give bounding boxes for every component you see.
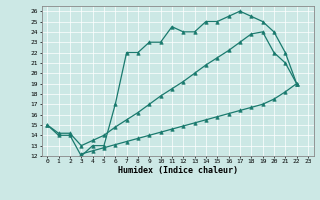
X-axis label: Humidex (Indice chaleur): Humidex (Indice chaleur)	[118, 166, 237, 175]
